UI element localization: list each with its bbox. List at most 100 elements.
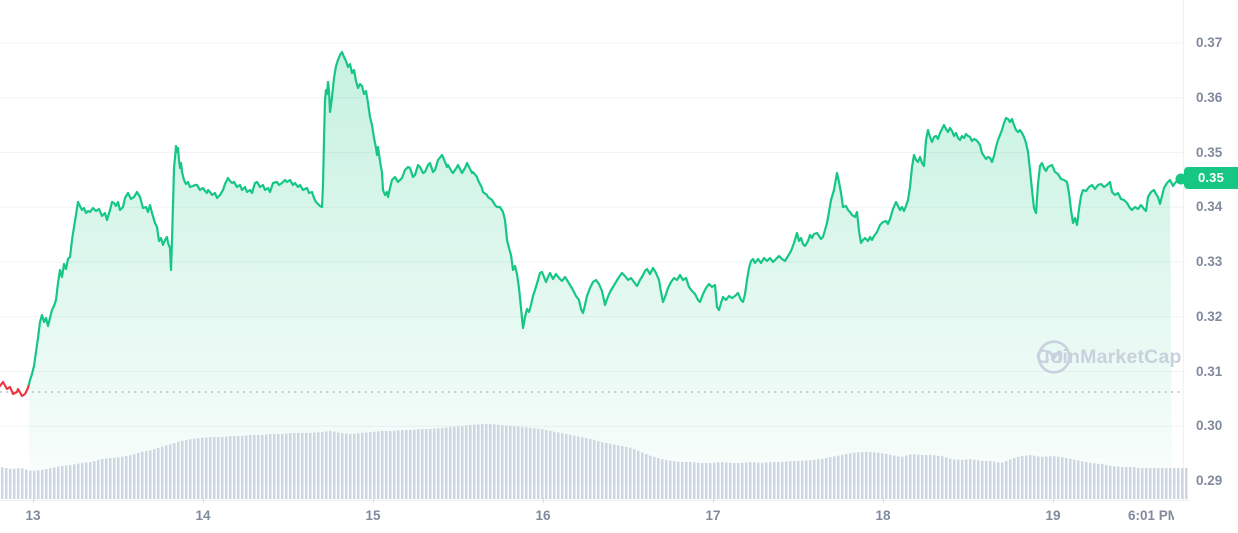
volume-bar <box>397 430 400 499</box>
volume-bar <box>725 462 728 499</box>
volume-bar <box>381 431 384 499</box>
volume-bar <box>953 459 956 499</box>
volume-bar <box>565 434 568 499</box>
volume-bar <box>89 462 92 499</box>
volume-bar <box>909 454 912 499</box>
x-axis-label: 14 <box>195 508 211 523</box>
volume-bar <box>625 447 628 499</box>
volume-bar <box>225 436 228 499</box>
volume-bar <box>449 427 452 499</box>
volume-bar <box>133 454 136 499</box>
volume-bar <box>1117 466 1120 499</box>
volume-bar <box>145 451 148 499</box>
volume-bar <box>1029 455 1032 499</box>
y-axis-label: 0.36 <box>1196 89 1223 105</box>
volume-bar <box>601 442 604 499</box>
volume-bar <box>101 458 104 499</box>
volume-bar <box>945 457 948 499</box>
volume-bar <box>369 432 372 499</box>
volume-bar <box>1037 456 1040 499</box>
volume-bar <box>941 456 944 499</box>
volume-bar <box>1105 465 1108 499</box>
volume-bar <box>729 462 732 499</box>
volume-bar <box>409 430 412 499</box>
y-axis-label: 0.31 <box>1196 363 1223 379</box>
volume-bar <box>545 430 548 499</box>
volume-bar <box>305 433 308 499</box>
volume-bar <box>125 456 128 499</box>
volume-bar <box>1121 467 1124 499</box>
volume-bar <box>173 443 176 499</box>
volume-bar <box>81 462 84 499</box>
x-axis-label: 16 <box>535 508 551 523</box>
volume-bar <box>1157 468 1160 499</box>
volume-bar <box>209 437 212 499</box>
volume-bar <box>765 462 768 499</box>
volume-bar <box>873 452 876 499</box>
volume-bar <box>177 441 180 499</box>
volume-bar <box>521 427 524 499</box>
volume-bar <box>649 455 652 499</box>
volume-bar <box>61 465 64 499</box>
volume-bar <box>1101 464 1104 499</box>
volume-bar <box>853 452 856 499</box>
volume-bar <box>581 437 584 499</box>
volume-bar <box>501 425 504 499</box>
volume-bar <box>473 424 476 499</box>
volume-bar <box>421 429 424 499</box>
volume-bar <box>237 436 240 499</box>
volume-bar <box>817 459 820 499</box>
volume-bar <box>341 433 344 499</box>
volume-bar <box>493 424 496 499</box>
volume-bar <box>301 433 304 499</box>
volume-bar <box>217 437 220 499</box>
volume-bar <box>65 465 68 499</box>
volume-bar <box>697 462 700 499</box>
volume-bar <box>85 462 88 499</box>
volume-bar <box>49 468 52 499</box>
volume-bar <box>681 462 684 499</box>
volume-bar <box>821 458 824 499</box>
volume-bar <box>1173 468 1176 499</box>
volume-bar <box>29 470 32 499</box>
x-axis-time-label: 6:01 PM <box>1128 508 1174 523</box>
volume-bar <box>1009 459 1012 499</box>
volume-bar <box>509 425 512 499</box>
volume-bar <box>633 449 636 499</box>
volume-bar <box>93 461 96 499</box>
volume-bar <box>329 431 332 499</box>
price-line-green <box>27 50 1184 386</box>
volume-bar <box>233 436 236 499</box>
volume-bar <box>989 461 992 499</box>
price-line-red <box>0 380 31 398</box>
x-axis-label: 18 <box>875 508 891 523</box>
volume-bar <box>1097 463 1100 499</box>
volume-bar <box>17 468 20 499</box>
volume-bar <box>245 435 248 499</box>
volume-bar <box>597 441 600 499</box>
volume-bar <box>129 455 132 499</box>
volume-bar <box>849 453 852 499</box>
volume-bar <box>289 433 292 499</box>
volume-bar <box>793 461 796 499</box>
volume-bar <box>805 460 808 499</box>
volume-bar <box>889 454 892 499</box>
volume-bar <box>1093 463 1096 499</box>
volume-bar <box>929 455 932 499</box>
volume-bar <box>1177 468 1180 499</box>
y-axis-label: 0.37 <box>1196 35 1223 50</box>
volume-bar <box>361 432 364 499</box>
volume-bar <box>621 446 624 499</box>
x-axis-label: 17 <box>705 508 721 523</box>
volume-bar <box>445 427 448 499</box>
y-axis-label: 0.34 <box>1196 199 1223 215</box>
volume-bar <box>1113 466 1116 499</box>
volume-bar <box>1077 460 1080 499</box>
volume-bar <box>1145 468 1148 499</box>
volume-bar <box>673 461 676 499</box>
volume-bar <box>53 467 56 499</box>
volume-bar <box>837 455 840 499</box>
volume-bar <box>413 429 416 499</box>
volume-bar <box>393 430 396 499</box>
